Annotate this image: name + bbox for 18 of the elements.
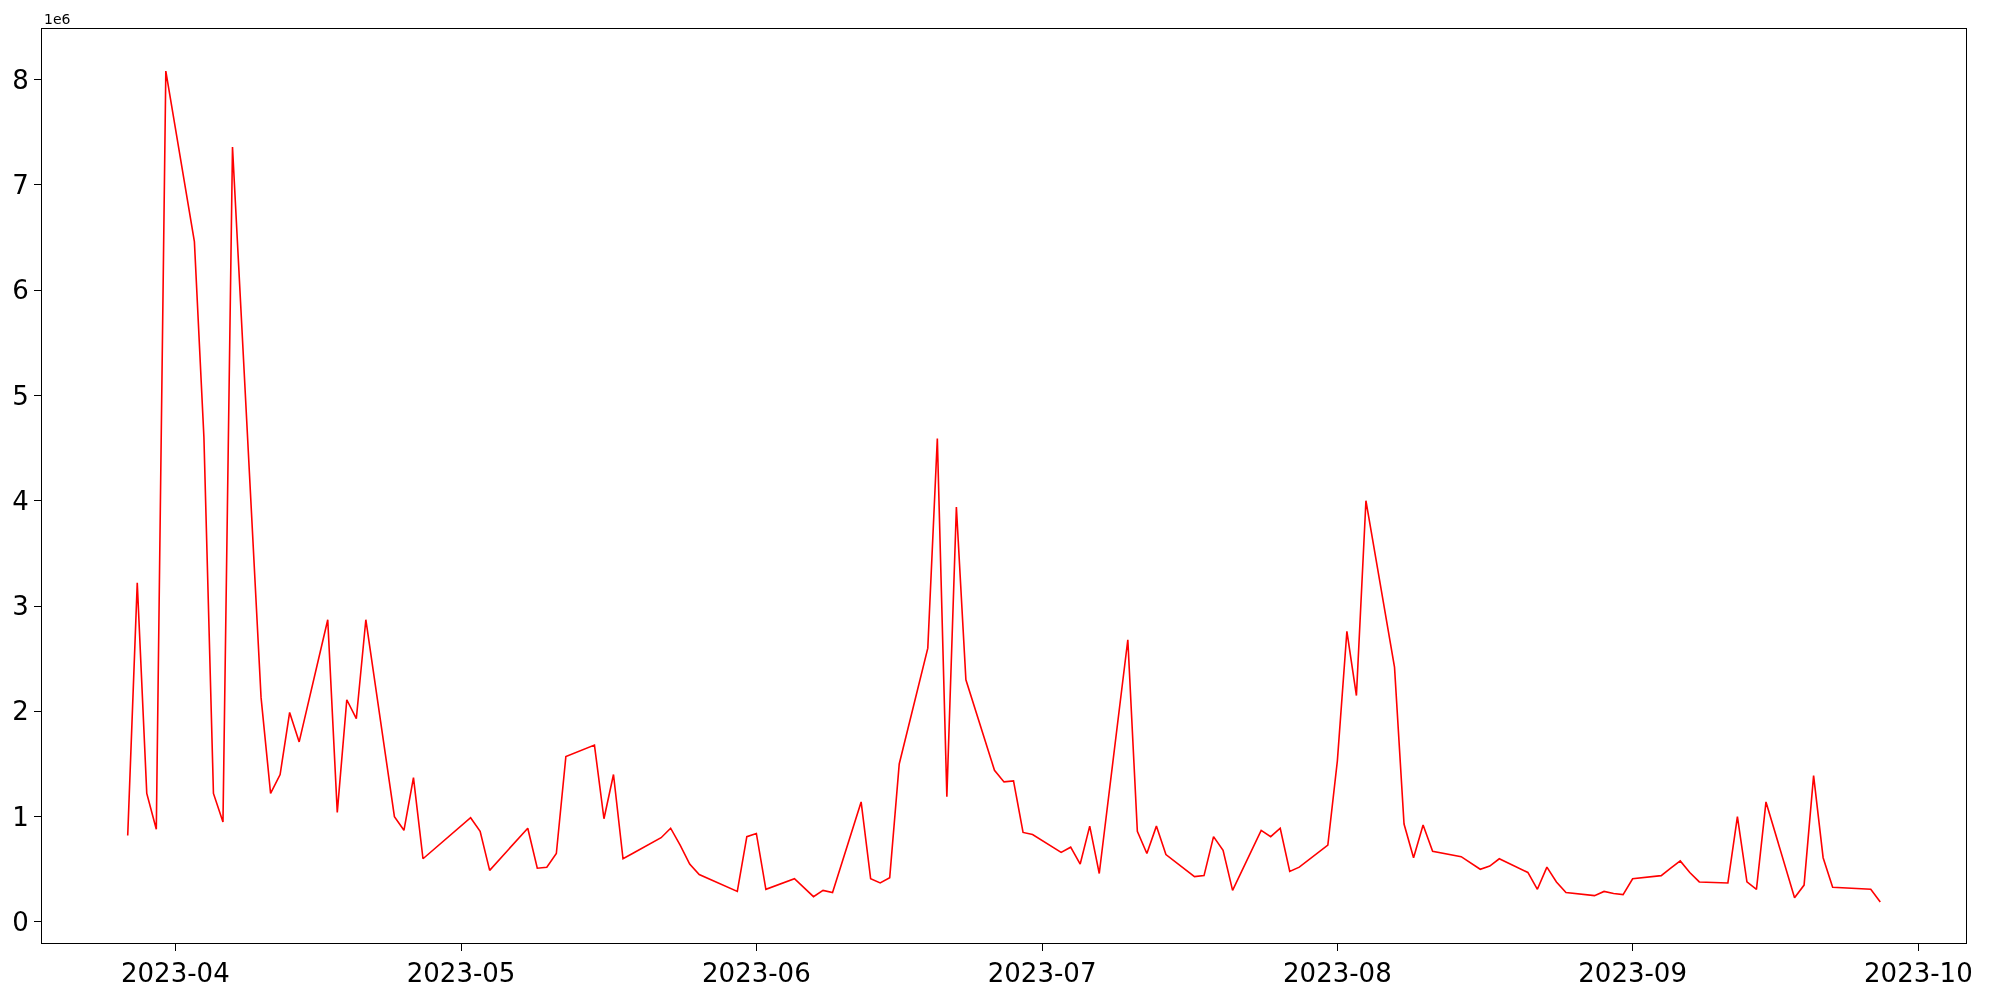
y-tick-label: 3 (12, 591, 29, 622)
y-tick-label: 4 (12, 485, 29, 516)
y-tick-label: 7 (12, 169, 29, 200)
y-tick-label: 2 (12, 696, 29, 727)
x-tick-label: 2023-07 (987, 958, 1097, 989)
y-tick-label: 0 (12, 907, 29, 938)
x-tick-label: 2023-10 (1864, 958, 1973, 989)
x-tick-label: 2023-05 (406, 958, 516, 989)
x-tick-label: 2023-06 (702, 958, 811, 989)
line-series (126, 70, 1882, 903)
y-tick-label: 5 (12, 380, 29, 411)
y-tick-label: 8 (12, 64, 29, 95)
text: 1e6 (44, 11, 71, 27)
y-tick-label: 1 (12, 801, 29, 832)
x-tick-label: 2023-09 (1578, 958, 1687, 989)
y-tick-label: 6 (12, 275, 29, 306)
x-tick-label: 2023-04 (121, 958, 230, 989)
x-tick-label: 2023-08 (1283, 958, 1392, 989)
